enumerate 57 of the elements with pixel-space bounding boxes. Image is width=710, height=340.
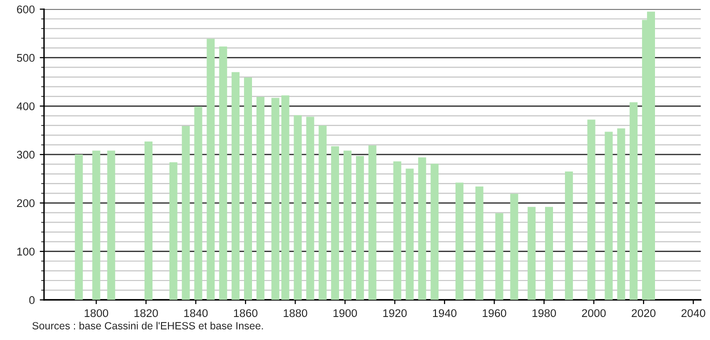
x-tick-label: 2040 [682,309,706,318]
x-tick-label: 1900 [334,309,357,318]
bar [495,213,504,300]
y-tick-label: 600 [17,5,35,14]
bar [510,194,518,300]
bar [194,106,202,300]
bar [318,125,327,300]
bar [206,38,215,300]
bar [587,120,596,300]
x-tick-label: 1920 [383,309,407,318]
x-tick-label: 1940 [433,309,456,318]
bar [617,128,626,300]
bar [92,150,100,300]
bar [344,150,352,300]
x-tick-label: 1980 [532,309,556,318]
x-tick-label: 1880 [284,309,308,318]
bar [74,154,83,300]
bar [219,46,228,300]
bar [455,182,464,300]
x-tick-label: 2000 [582,309,606,318]
x-tick-label: 1960 [482,309,506,318]
bar [107,150,116,300]
bar [169,162,178,300]
bar [418,157,426,300]
y-tick-label: 500 [16,54,35,62]
bar [368,145,376,300]
bar [182,126,190,300]
x-tick-label: 1820 [134,309,158,318]
bar [393,161,402,300]
bar [306,116,314,300]
bar [144,141,152,300]
bar [281,95,290,300]
bar [271,98,280,300]
source-note: Sources : base Cassini de l'EHESS et base Insee. [32,322,263,330]
bar [331,146,340,300]
bar [430,164,439,300]
bar [232,72,240,300]
y-tick-label: 0 [29,296,35,304]
x-tick-label: 1800 [84,309,108,318]
bar [356,156,364,300]
bar [545,206,553,300]
x-tick-label: 1840 [184,309,208,318]
bar [564,171,573,300]
bar [294,115,302,300]
bar [604,132,613,300]
y-tick-label: 200 [17,199,35,208]
bar [256,96,264,300]
x-tick-label: 2020 [632,309,656,318]
y-tick-label: 300 [16,150,35,159]
bar [475,186,484,300]
bar [528,206,536,300]
y-tick-label: 400 [16,102,35,110]
bar [630,102,638,300]
bar [406,168,414,300]
bar [244,77,252,300]
x-tick-label: 1860 [234,309,258,318]
y-tick-label: 100 [17,248,35,256]
